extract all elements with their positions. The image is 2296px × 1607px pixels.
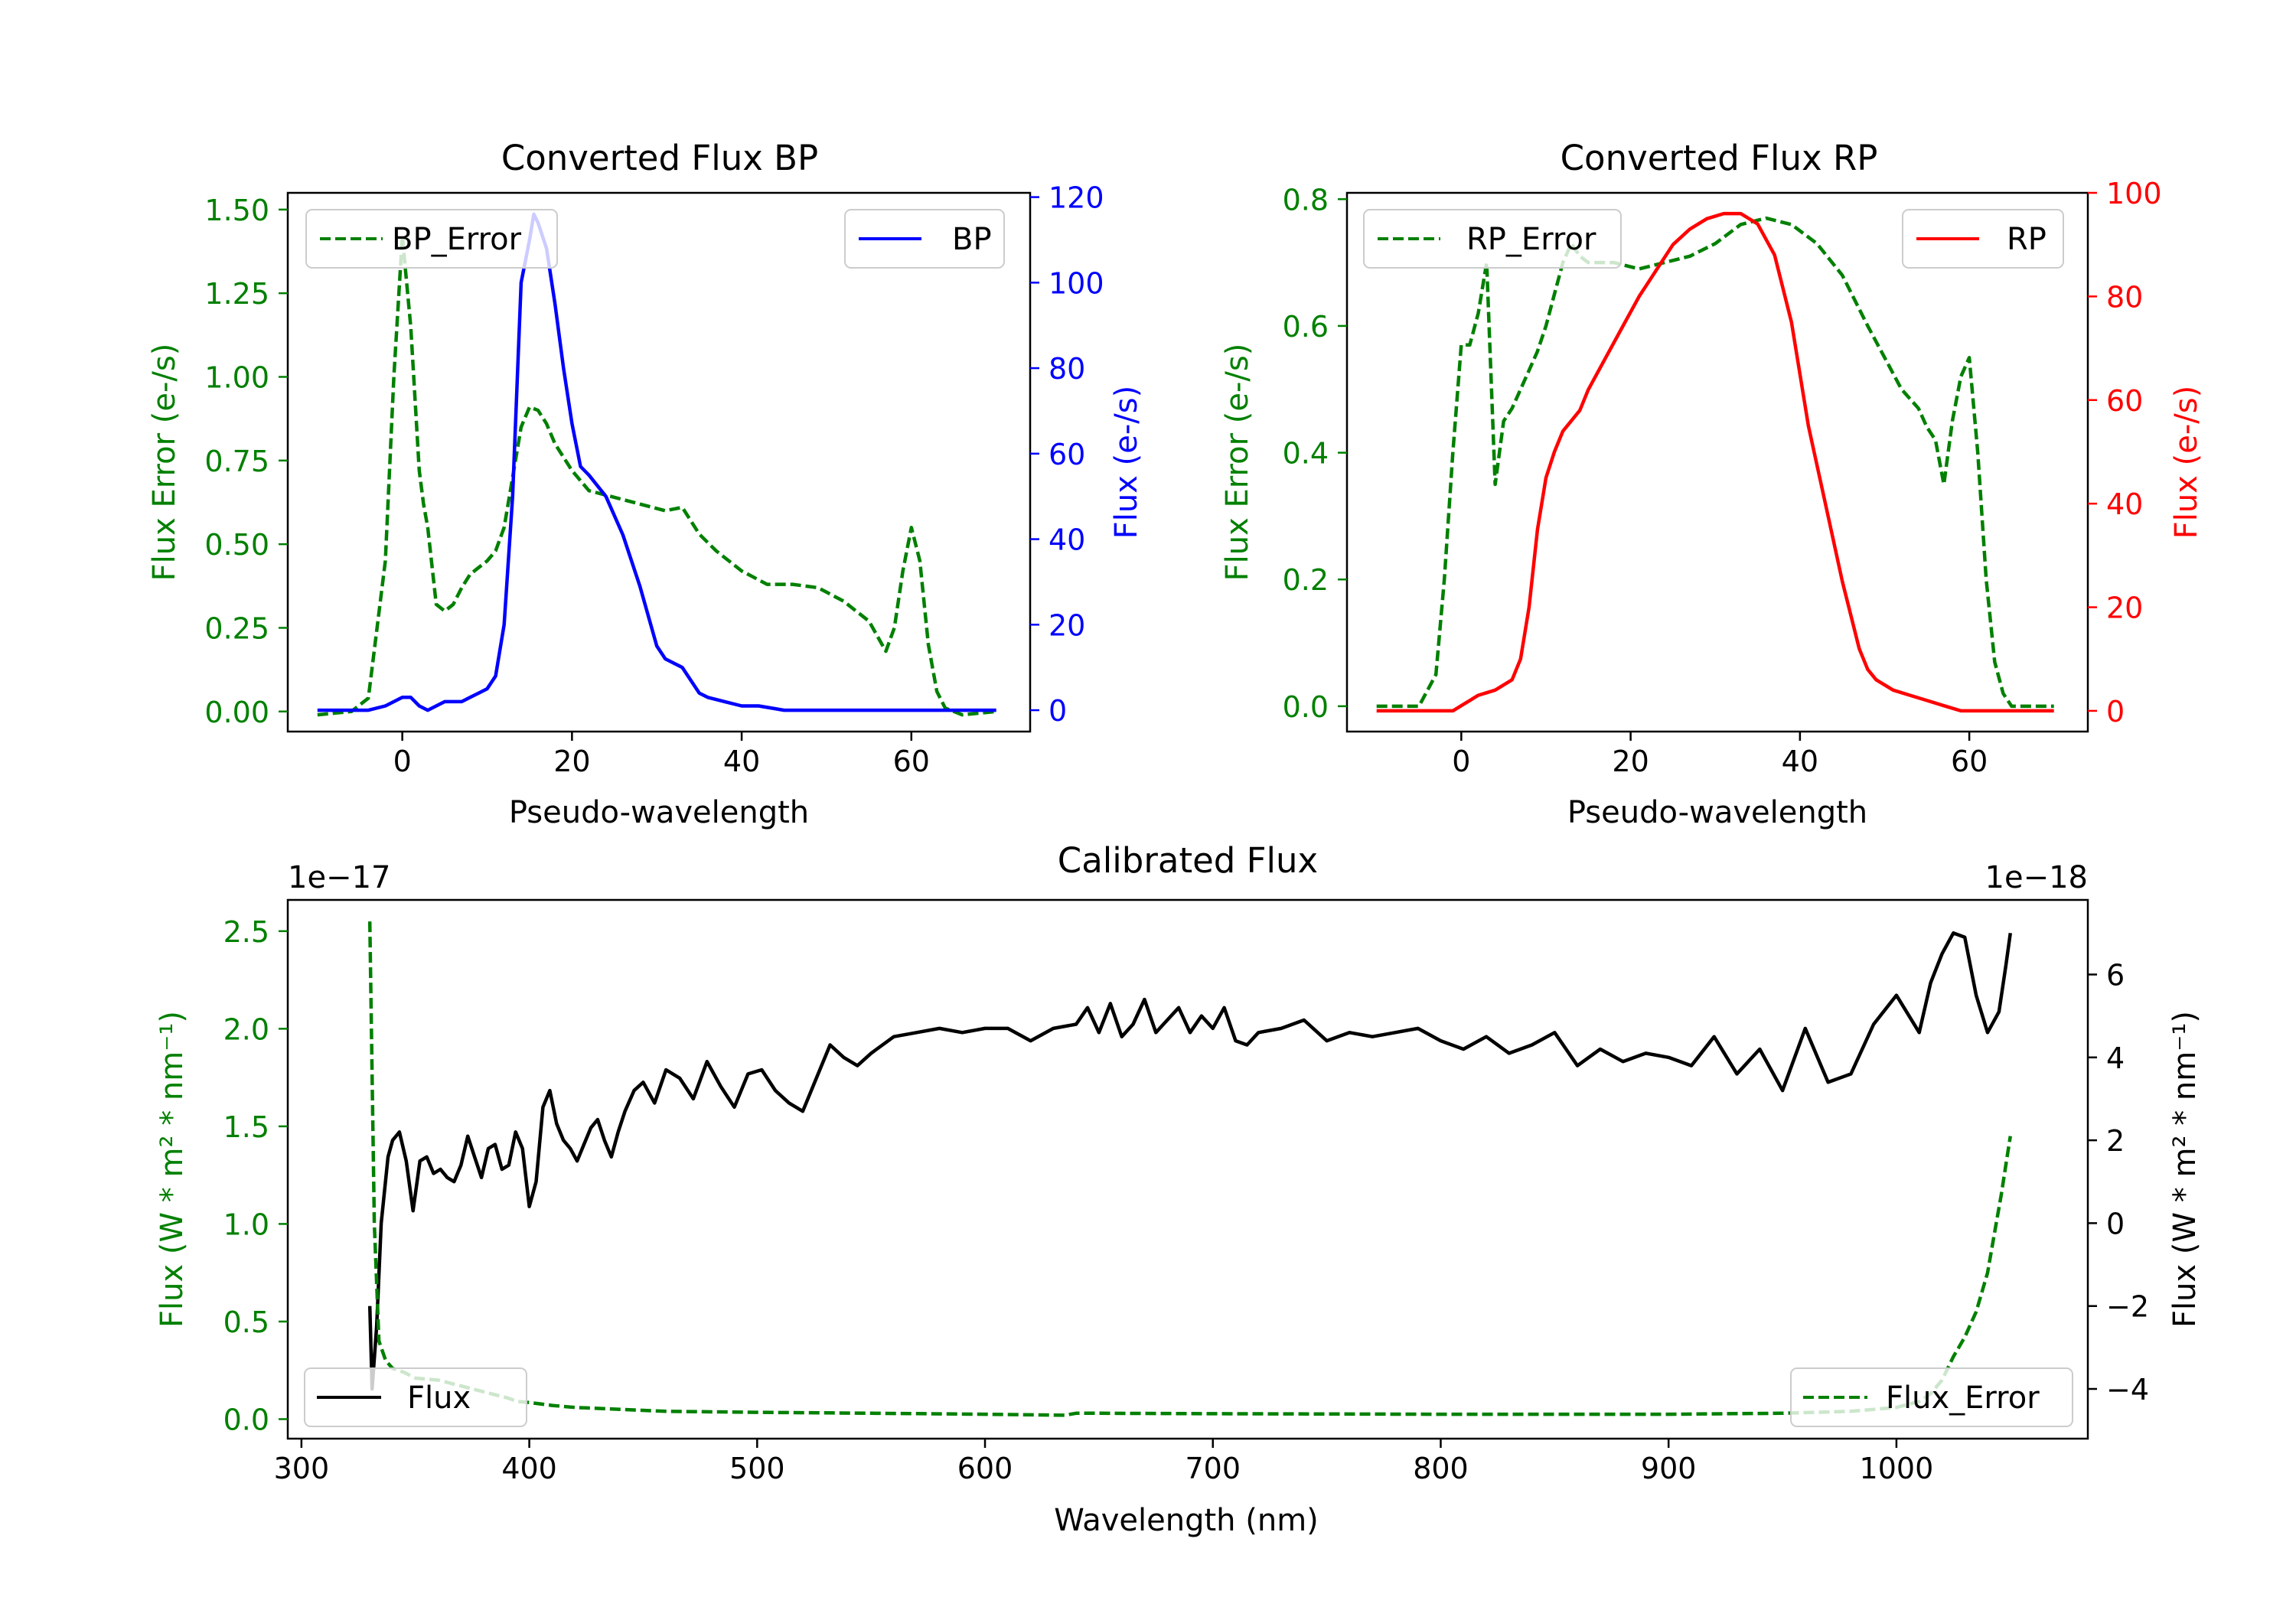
bp-xtick-label: 20 [553, 745, 590, 778]
rp-xtick-label: 0 [1452, 745, 1470, 778]
bp-xtick-label: 60 [893, 745, 930, 778]
flux-legend-label: Flux [407, 1380, 471, 1416]
rp-right-ytick-label: 40 [2106, 487, 2143, 521]
bp-legend-label: BP [952, 222, 992, 257]
rp-left-ytick-label: 0.8 [1283, 183, 1329, 217]
rp-left-ytick-label: 0.2 [1283, 563, 1329, 597]
bp-right-ytick-label: 40 [1049, 523, 1085, 557]
calibrated-right-offset: 1e−18 [1985, 860, 2088, 895]
calibrated-xtick-label: 700 [1185, 1452, 1241, 1485]
rp-title: Converted Flux RP [1561, 138, 1878, 178]
bp-right-ytick-label: 0 [1049, 694, 1067, 728]
rp-right-ytick-label: 60 [2106, 384, 2143, 418]
calibrated-right-ytick-label: 4 [2106, 1041, 2125, 1075]
rp-error-legend-label: RP_Error [1466, 222, 1596, 257]
calibrated-xtick-label: 1000 [1860, 1452, 1934, 1485]
bp-error-legend-label: BP_Error [392, 222, 522, 257]
calibrated-right-ytick-label: 6 [2106, 958, 2125, 992]
calibrated-left-ytick-label: 0.0 [223, 1403, 269, 1436]
bp-left-ytick-label: 0.50 [204, 528, 269, 562]
bp-xlabel: Pseudo-wavelength [509, 795, 809, 830]
bp-frame [286, 191, 1032, 733]
calibrated-right-ytick-label: −2 [2106, 1290, 2149, 1324]
bp-left-ytick-label: 0.75 [204, 445, 269, 478]
rp-legend-right: RP [1902, 209, 2064, 269]
calibrated-left-offset: 1e−17 [288, 860, 390, 895]
rp-legend-label: RP [2007, 222, 2047, 257]
bp-left-ytick-label: 1.50 [204, 194, 269, 227]
rp-legend-left: RP_Error [1363, 209, 1622, 269]
calibrated-left-ytick-label: 1.0 [223, 1208, 269, 1241]
calibrated-series-flux [367, 931, 2013, 1391]
rp-right-ytick-label: 0 [2106, 695, 2125, 729]
calibrated-right-ytick-label: −4 [2106, 1373, 2149, 1407]
rp-left-ylabel: Flux Error (e-/s) [1220, 344, 1255, 582]
rp-plot-area [1376, 211, 2054, 713]
calibrated-right-ytick-label: 0 [2106, 1207, 2125, 1240]
calibrated-left-ytick-label: 1.5 [223, 1110, 269, 1144]
calibrated-series-flux-error [367, 921, 2013, 1417]
calibrated-axes: 300 400 500 600 700 800 900 1000 0.0 0.5 1.0 1.5 2.0… [223, 915, 2149, 1485]
rp-xlabel: Pseudo-wavelength [1567, 795, 1867, 830]
bp-xtick-label: 40 [723, 745, 760, 778]
bp-series-bp [317, 212, 996, 712]
bp-xtick-label: 0 [393, 745, 412, 778]
bp-left-ytick-label: 0.00 [204, 696, 269, 729]
calibrated-xtick-label: 400 [501, 1452, 557, 1485]
calibrated-frame [286, 898, 2089, 1440]
bp-legend-right: BP [844, 209, 1005, 269]
calibrated-legend-left: Flux [304, 1367, 527, 1427]
bp-panel: Converted Flux BP 0 20 40 60 0.00 0.25 0.50 0.7… [147, 138, 1144, 830]
rp-series-rp [1376, 211, 2054, 713]
bp-plot-area [317, 212, 996, 717]
rp-left-ytick-label: 0.6 [1283, 310, 1329, 344]
calibrated-left-ylabel: Flux (W * m² * nm⁻¹) [155, 1011, 190, 1328]
bp-left-ytick-label: 1.25 [204, 277, 269, 311]
rp-xtick-label: 40 [1782, 745, 1818, 778]
calibrated-left-ytick-label: 2.5 [223, 915, 269, 949]
calibrated-plot-area [367, 921, 2013, 1417]
calibrated-xtick-label: 900 [1641, 1452, 1697, 1485]
rp-right-ylabel: Flux (e-/s) [2169, 386, 2204, 539]
calibrated-legend-right: Flux_Error [1790, 1367, 2073, 1427]
bp-right-ytick-label: 100 [1049, 266, 1104, 300]
bp-right-ytick-label: 60 [1049, 438, 1085, 471]
rp-right-ytick-label: 80 [2106, 280, 2143, 314]
flux-error-legend-label: Flux_Error [1886, 1380, 2040, 1416]
calibrated-xtick-label: 600 [957, 1452, 1013, 1485]
bp-left-ytick-label: 1.00 [204, 360, 269, 394]
bp-series-bp-error [317, 234, 996, 717]
bp-legend-left: BP_Error [305, 209, 558, 269]
rp-right-ytick-label: 20 [2106, 592, 2143, 625]
calibrated-right-ytick-label: 2 [2106, 1124, 2125, 1158]
calibrated-xtick-label: 500 [729, 1452, 785, 1485]
bp-axes: 0 20 40 60 0.00 0.25 0.50 0.75 1.00 1.25 1.50 0 20 40… [204, 181, 1104, 778]
rp-axes: 0 20 40 60 0.0 0.2 0.4 0.6 0.8 0 20 40 60 80 100 [1283, 177, 2162, 778]
bp-right-ytick-label: 20 [1049, 608, 1085, 642]
calibrated-title: Calibrated Flux [1058, 840, 1318, 881]
bp-right-ytick-label: 120 [1049, 181, 1104, 215]
rp-right-ytick-label: 100 [2106, 177, 2162, 210]
calibrated-xtick-label: 800 [1413, 1452, 1469, 1485]
calibrated-xlabel: Wavelength (nm) [1054, 1503, 1319, 1538]
calibrated-right-ylabel: Flux (W * m² * nm⁻¹) [2167, 1011, 2203, 1328]
rp-xtick-label: 20 [1612, 745, 1649, 778]
rp-left-ytick-label: 0.0 [1283, 690, 1329, 724]
calibrated-panel: Calibrated Flux 1e−17 1e−18 300 400 500 600… [155, 840, 2203, 1538]
calibrated-xtick-label: 300 [274, 1452, 330, 1485]
rp-frame [1345, 191, 2089, 733]
bp-left-ytick-label: 0.25 [204, 611, 269, 645]
rp-series-rp-error [1376, 216, 2054, 709]
calibrated-left-ytick-label: 2.0 [223, 1012, 269, 1046]
rp-xtick-label: 60 [1951, 745, 1988, 778]
calibrated-left-ytick-label: 0.5 [223, 1305, 269, 1339]
bp-right-ylabel: Flux (e-/s) [1109, 386, 1144, 539]
rp-left-ytick-label: 0.4 [1283, 437, 1329, 471]
bp-left-ylabel: Flux Error (e-/s) [147, 344, 182, 582]
bp-title: Converted Flux BP [501, 138, 818, 178]
rp-panel: Converted Flux RP 0 20 40 60 0.0 0.2 0.4 0.6 0.8… [1220, 138, 2204, 830]
bp-right-ytick-label: 80 [1049, 352, 1085, 386]
